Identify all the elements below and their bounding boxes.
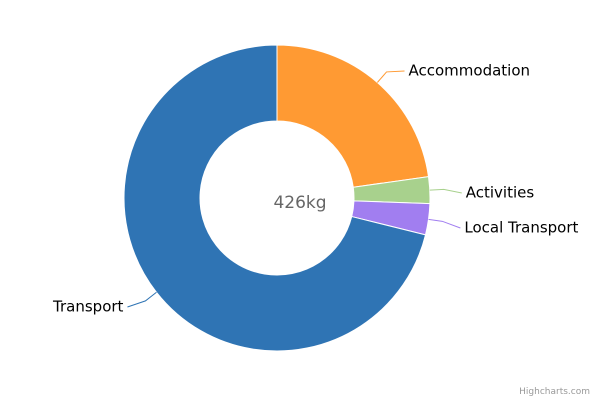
slice-label: Accommodation [409, 62, 531, 80]
center-label: 426kg [273, 193, 326, 213]
slice-label: Transport [52, 298, 124, 316]
slice [276, 44, 430, 188]
slice-label: Activities [466, 184, 535, 202]
connector [428, 218, 461, 229]
connector [429, 188, 462, 194]
slice-label: Local Transport [464, 219, 578, 237]
slice [123, 44, 427, 352]
credits[interactable]: Highcharts.com [519, 387, 590, 397]
connector [127, 291, 157, 308]
connector [376, 70, 405, 83]
